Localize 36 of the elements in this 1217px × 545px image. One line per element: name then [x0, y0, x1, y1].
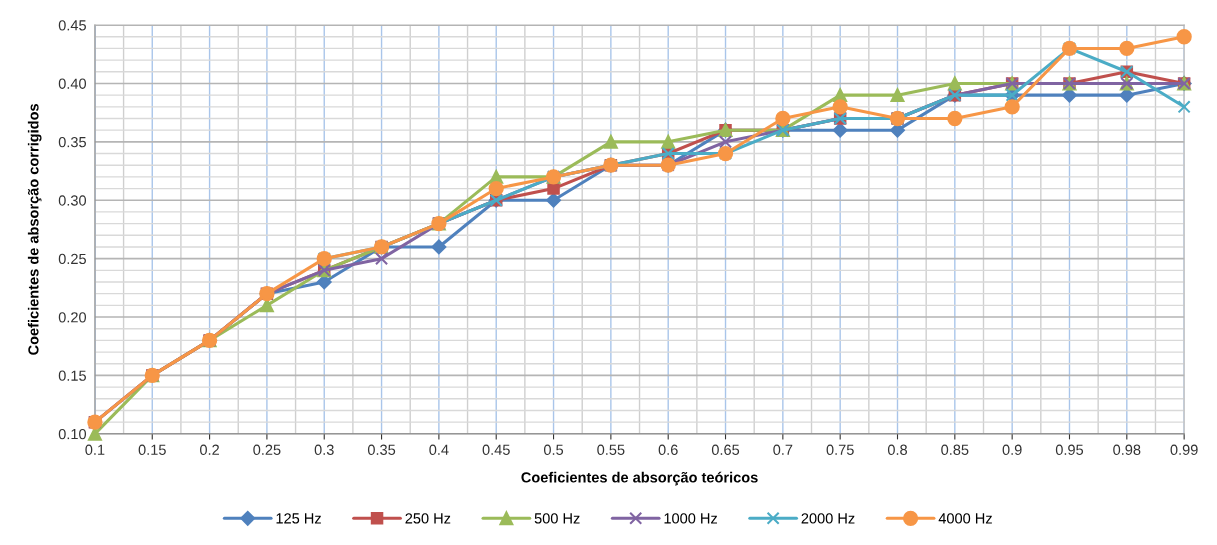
y-tick-label: 0.45 — [58, 20, 86, 31]
legend-label: 500 Hz — [534, 513, 580, 524]
x-tick-label: 0.45 — [482, 444, 510, 455]
x-tick-label: 0.15 — [138, 444, 166, 455]
x-tick-label: 0.35 — [367, 444, 396, 455]
x-tick-label: 0.55 — [597, 444, 625, 455]
y-tick-label: 0.30 — [58, 195, 87, 206]
y-tick-label: 0.35 — [58, 136, 86, 148]
legend-label: 4000 Hz — [938, 513, 992, 524]
x-tick-label: 0.9 — [1002, 444, 1022, 455]
y-tick-label: 0.10 — [58, 428, 87, 440]
y-tick-label: 0.25 — [58, 253, 86, 265]
x-tick-label: 0.5 — [543, 444, 564, 455]
x-tick-label: 0.65 — [711, 444, 740, 455]
legend-label: 250 Hz — [405, 513, 451, 524]
x-tick-label: 0.85 — [941, 444, 969, 455]
x-tick-label: 0.95 — [1055, 444, 1084, 455]
x-tick-label: 0.3 — [314, 444, 334, 455]
legend-label: 2000 Hz — [801, 513, 855, 524]
legend-label: 1000 Hz — [664, 513, 718, 524]
x-tick-label: 0.6 — [658, 444, 678, 455]
y-tick-label: 0.15 — [58, 370, 86, 381]
x-tick-label: 0.98 — [1113, 444, 1141, 455]
x-tick-label: 0.2 — [200, 444, 219, 455]
x-axis-title: Coeficientes de absorção teóricos — [521, 471, 758, 486]
x-tick-label: 0.4 — [429, 444, 449, 455]
x-tick-label: 0.7 — [773, 444, 793, 455]
x-tick-label: 0.8 — [887, 444, 908, 455]
legend-label: 125 Hz — [276, 513, 321, 524]
x-tick-label: 0.1 — [85, 444, 105, 455]
y-tick-label: 0.40 — [58, 78, 87, 89]
y-tick-label: 0.20 — [58, 312, 87, 323]
x-tick-label: 0.25 — [253, 444, 281, 455]
x-tick-label: 0.99 — [1170, 444, 1198, 455]
x-tick-label: 0.75 — [826, 444, 854, 455]
y-axis-title: Coeficientes de absorção corrigidos — [27, 104, 42, 355]
